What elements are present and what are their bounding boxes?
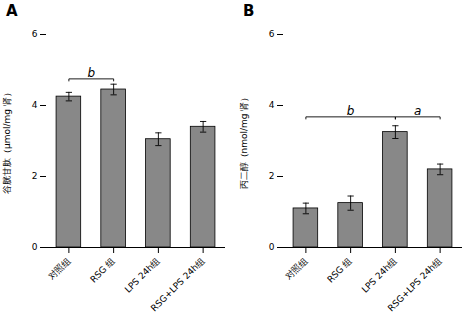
svg-text:2: 2 [269, 171, 275, 181]
svg-text:0: 0 [269, 242, 275, 252]
html-text:A: A [6, 2, 18, 20]
svg-text:对照组: 对照组 [283, 256, 309, 282]
svg-text:b: b [347, 104, 355, 118]
svg-text:RSG 组: RSG 组 [325, 256, 354, 285]
svg-text:4: 4 [32, 100, 38, 110]
svg-text:6: 6 [32, 29, 38, 39]
svg-text:b: b [87, 66, 95, 80]
svg-text:LPS 24h组: LPS 24h组 [123, 256, 162, 295]
svg-text:谷胱甘肽（μmol/mg 肾）: 谷胱甘肽（μmol/mg 肾） [2, 88, 12, 194]
svg-text:6: 6 [269, 29, 275, 39]
svg-text:丙二醇（nmol/mg 肾）: 丙二醇（nmol/mg 肾） [239, 93, 249, 190]
svg-text:RSG+LPS 24h组: RSG+LPS 24h组 [149, 256, 207, 314]
svg-text:对照组: 对照组 [46, 256, 72, 282]
html-text:B: B [243, 2, 255, 20]
svg-text:a: a [414, 104, 421, 118]
svg-text:0: 0 [32, 242, 38, 252]
svg-text:RSG+LPS 24h组: RSG+LPS 24h组 [386, 256, 444, 314]
svg-text:4: 4 [269, 100, 275, 110]
svg-text:2: 2 [32, 171, 38, 181]
svg-text:LPS 24h组: LPS 24h组 [360, 256, 399, 295]
svg-text:RSG 组: RSG 组 [88, 256, 117, 285]
